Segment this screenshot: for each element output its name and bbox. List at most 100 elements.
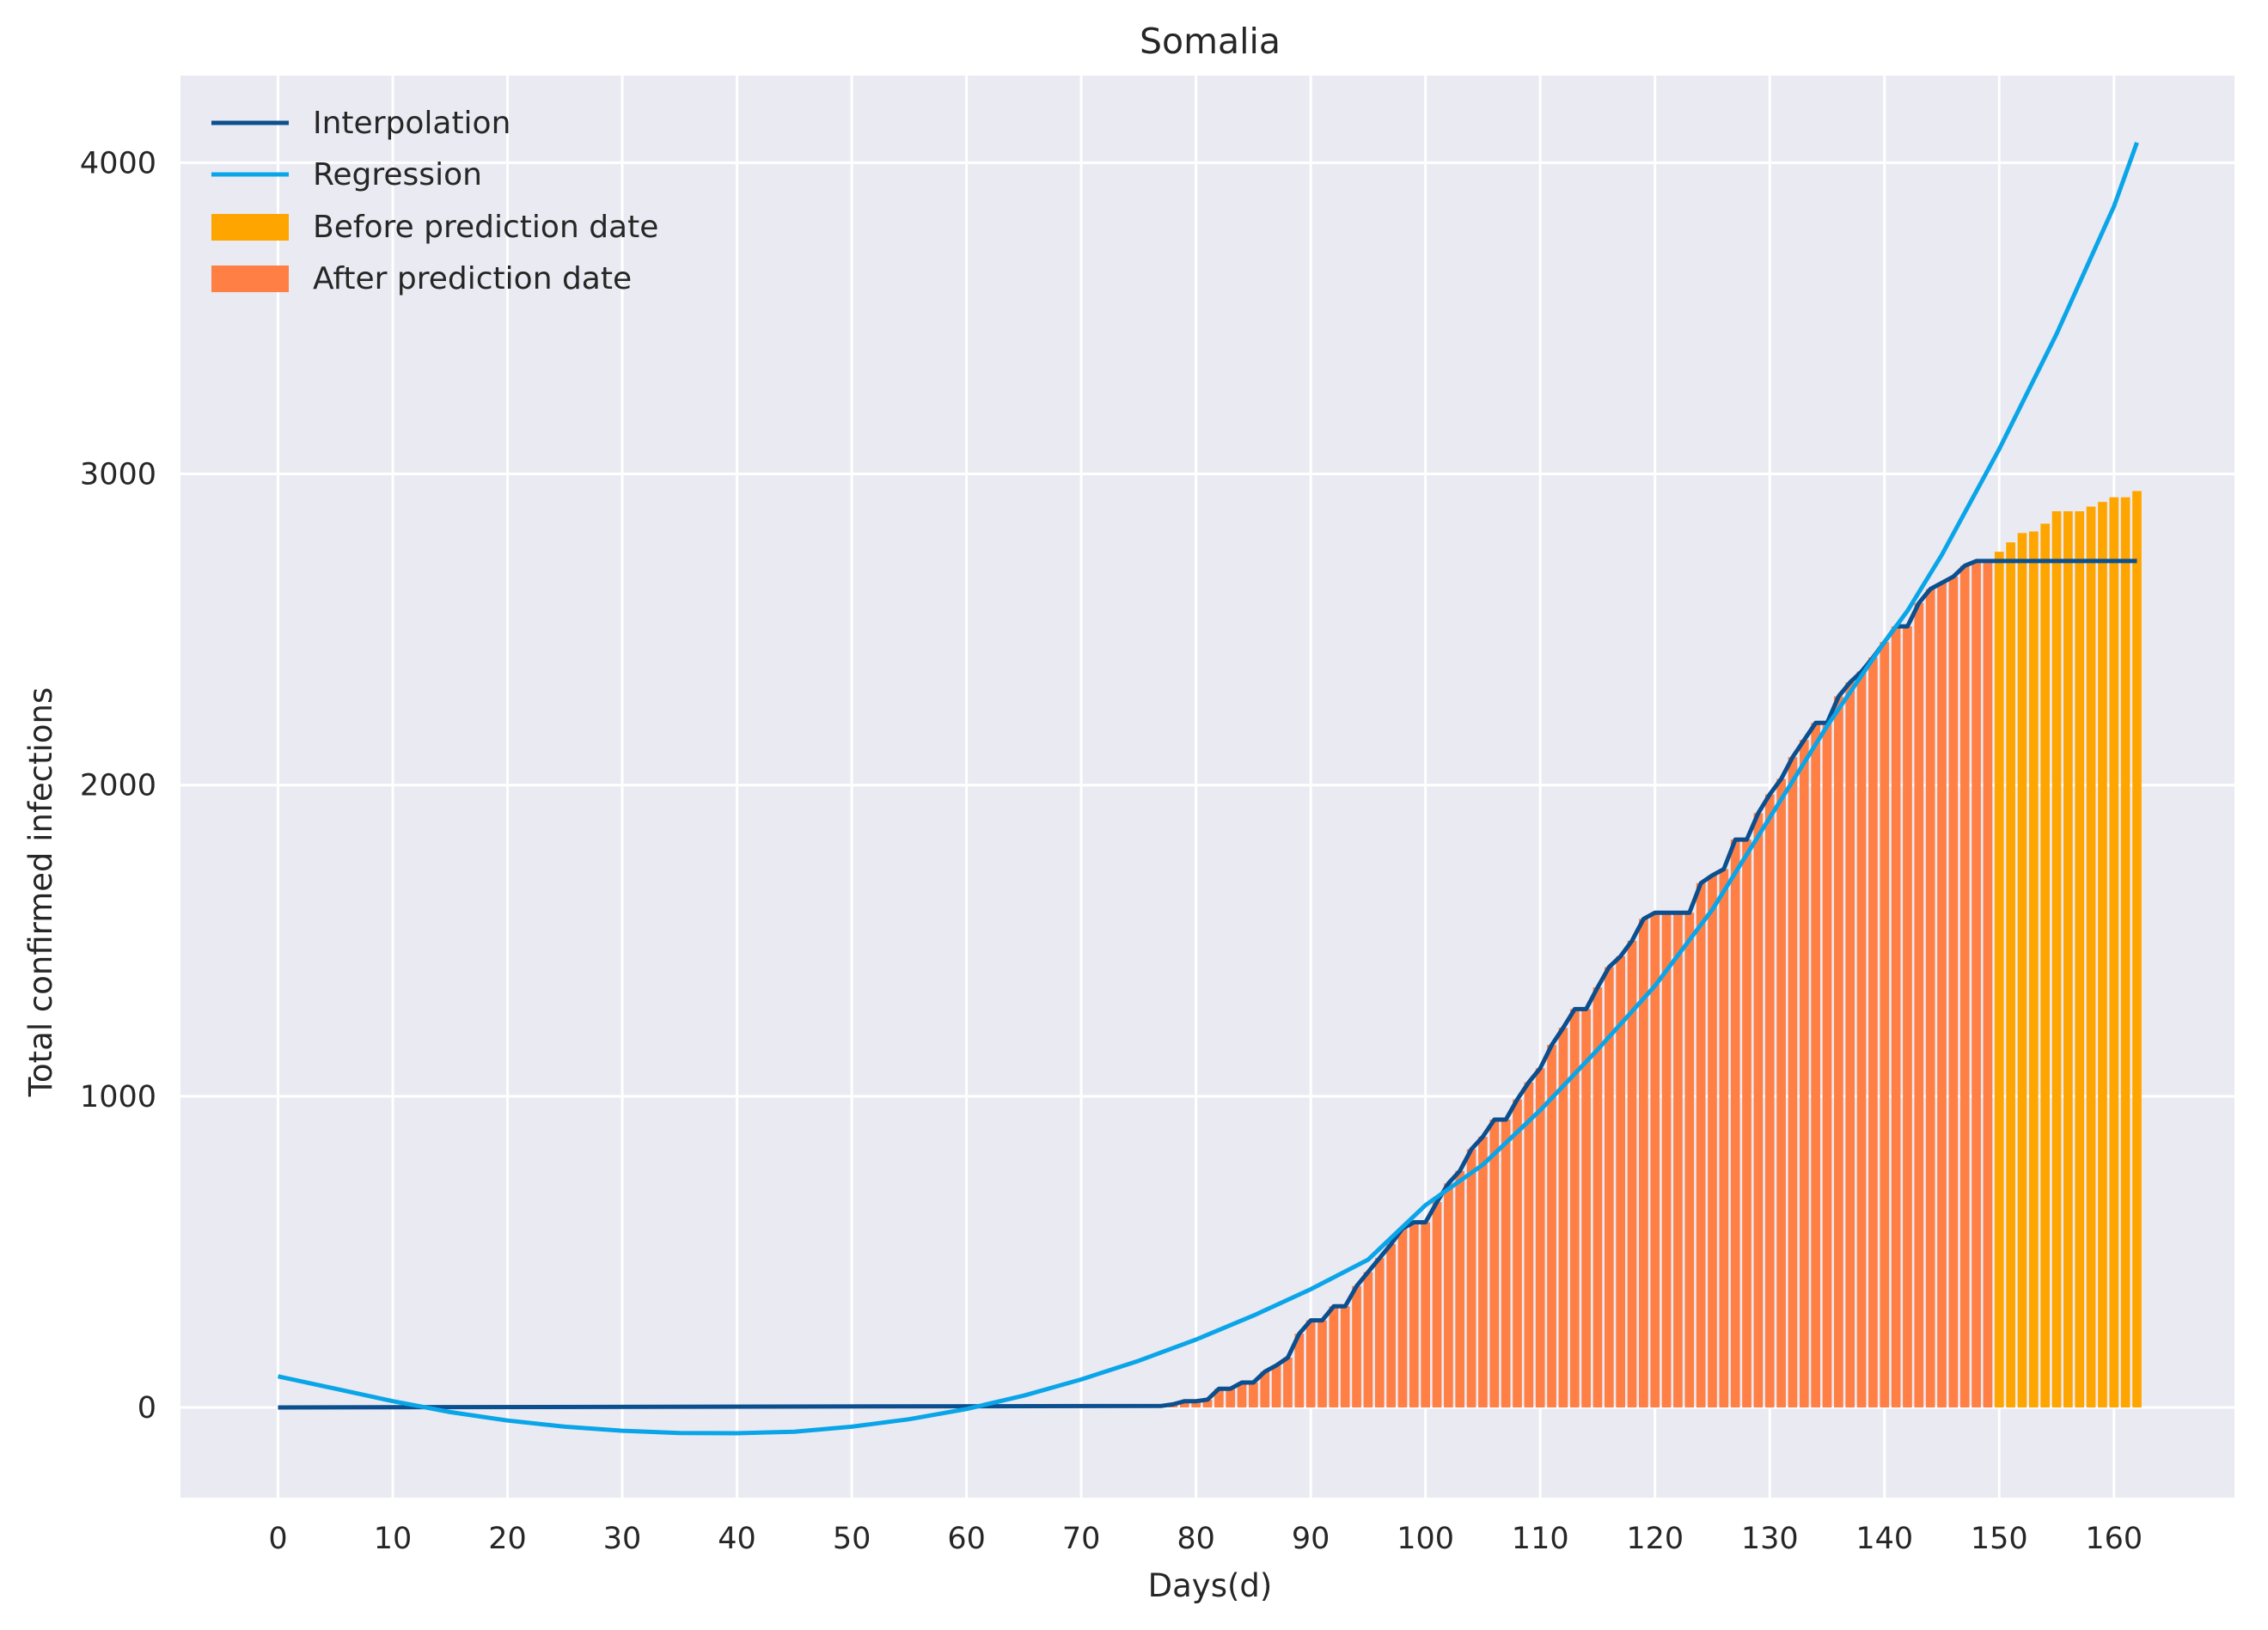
y-tick-labels: 0 1000 2000 3000 4000	[80, 146, 156, 1425]
bar-after-prediction	[1535, 1068, 1545, 1407]
bar-after-prediction	[1305, 1320, 1316, 1407]
bar-after-prediction	[1764, 794, 1775, 1407]
x-tick-label: 70	[1062, 1522, 1101, 1556]
bar-after-prediction	[1845, 682, 1855, 1407]
bar-before-prediction	[2109, 497, 2119, 1407]
legend-swatch-after-prediction	[211, 266, 289, 292]
x-tick-label: 120	[1626, 1522, 1684, 1556]
legend-label-interpolation: Interpolation	[313, 106, 510, 141]
bar-after-prediction	[1868, 657, 1878, 1407]
bar-before-prediction	[2086, 506, 2096, 1407]
bar-after-prediction	[1914, 602, 1924, 1407]
bar-after-prediction	[1742, 839, 1751, 1407]
bar-after-prediction	[1409, 1222, 1419, 1407]
bar-after-prediction	[1581, 1009, 1591, 1407]
bar-before-prediction	[2051, 511, 2062, 1407]
bar-after-prediction	[1730, 839, 1740, 1407]
y-tick-label: 0	[138, 1391, 156, 1425]
legend-label-before-prediction: Before prediction date	[313, 210, 658, 245]
bar-after-prediction	[1513, 1099, 1522, 1407]
bar-after-prediction	[1822, 723, 1832, 1407]
bar-after-prediction	[1237, 1383, 1247, 1407]
regression-line	[277, 142, 2139, 1436]
legend-label-after-prediction: After prediction date	[313, 261, 632, 296]
bar-after-prediction	[1524, 1082, 1534, 1407]
bar-before-prediction	[2063, 511, 2073, 1407]
bar-after-prediction	[1891, 626, 1901, 1407]
bar-after-prediction	[1753, 813, 1764, 1407]
bars	[1168, 491, 2142, 1407]
bar-after-prediction	[1684, 913, 1695, 1407]
legend: Interpolation Regression Before predicti…	[211, 106, 658, 296]
bar-after-prediction	[1880, 642, 1890, 1407]
interpolation-line	[278, 559, 2137, 1410]
bar-after-prediction	[1811, 723, 1820, 1407]
bar-before-prediction	[2120, 497, 2130, 1407]
bar-after-prediction	[1627, 940, 1637, 1407]
bar-before-prediction	[2040, 523, 2051, 1407]
bar-after-prediction	[1834, 696, 1843, 1407]
y-tick-label: 1000	[80, 1080, 156, 1114]
x-tick-label: 110	[1512, 1522, 1569, 1556]
bar-after-prediction	[1937, 583, 1947, 1407]
x-tick-label: 80	[1177, 1522, 1215, 1556]
bar-before-prediction	[2132, 491, 2142, 1407]
lines	[277, 142, 2139, 1436]
bar-after-prediction	[1363, 1272, 1373, 1407]
x-tick-label: 130	[1741, 1522, 1799, 1556]
bar-after-prediction	[1432, 1201, 1442, 1407]
x-tick-label: 10	[374, 1522, 413, 1556]
bar-after-prediction	[1558, 1028, 1568, 1407]
bar-after-prediction	[1799, 740, 1809, 1407]
bar-after-prediction	[1374, 1258, 1385, 1407]
bar-after-prediction	[1856, 671, 1867, 1407]
chart-title: Somalia	[1140, 21, 1281, 62]
bar-after-prediction	[1616, 955, 1626, 1407]
bar-after-prediction	[1214, 1389, 1224, 1407]
bar-before-prediction	[2098, 502, 2107, 1407]
y-tick-label: 3000	[80, 458, 156, 492]
x-tick-label: 150	[1971, 1522, 2028, 1556]
bar-after-prediction	[1650, 913, 1660, 1407]
x-tick-label: 160	[2085, 1522, 2143, 1556]
x-tick-label: 0	[268, 1522, 287, 1556]
x-tick-label: 20	[488, 1522, 527, 1556]
bar-after-prediction	[1352, 1285, 1361, 1407]
bar-before-prediction	[1994, 552, 2004, 1407]
legend-label-regression: Regression	[313, 157, 482, 192]
bar-before-prediction	[2006, 542, 2015, 1407]
bar-after-prediction	[1661, 913, 1672, 1407]
bar-after-prediction	[1397, 1228, 1408, 1407]
bar-after-prediction	[1592, 987, 1603, 1407]
x-tick-label: 30	[603, 1522, 642, 1556]
bar-after-prediction	[1421, 1222, 1431, 1407]
bar-after-prediction	[1696, 882, 1706, 1407]
bar-after-prediction	[1604, 967, 1614, 1407]
bar-after-prediction	[1294, 1334, 1305, 1407]
bar-after-prediction	[1983, 560, 1993, 1407]
bar-after-prediction	[1340, 1306, 1350, 1407]
y-tick-label: 4000	[80, 146, 156, 180]
bar-before-prediction	[2075, 511, 2085, 1407]
bar-after-prediction	[1708, 875, 1717, 1407]
bar-after-prediction	[1283, 1358, 1293, 1407]
bar-after-prediction	[1639, 919, 1648, 1407]
bar-after-prediction	[1271, 1365, 1281, 1407]
bar-after-prediction	[1719, 869, 1729, 1407]
bar-after-prediction	[1466, 1149, 1476, 1407]
bar-after-prediction	[1903, 626, 1912, 1407]
x-tick-labels: 0 10 20 30 40 50 60 70 80 90 100 110 120 130 140 150 160	[268, 1522, 2143, 1556]
bar-after-prediction	[1455, 1170, 1465, 1407]
x-tick-label: 50	[833, 1522, 871, 1556]
bar-after-prediction	[1329, 1306, 1339, 1407]
bar-after-prediction	[1788, 757, 1798, 1407]
bar-after-prediction	[1569, 1009, 1580, 1407]
bar-after-prediction	[1925, 589, 1935, 1407]
x-tick-label: 140	[1855, 1522, 1913, 1556]
legend-swatch-before-prediction	[211, 214, 289, 241]
bar-after-prediction	[1501, 1119, 1511, 1407]
x-axis-label: Days(d)	[1148, 1567, 1273, 1604]
bar-before-prediction	[2017, 533, 2027, 1407]
bar-after-prediction	[1776, 778, 1786, 1407]
x-tick-label: 40	[718, 1522, 756, 1556]
